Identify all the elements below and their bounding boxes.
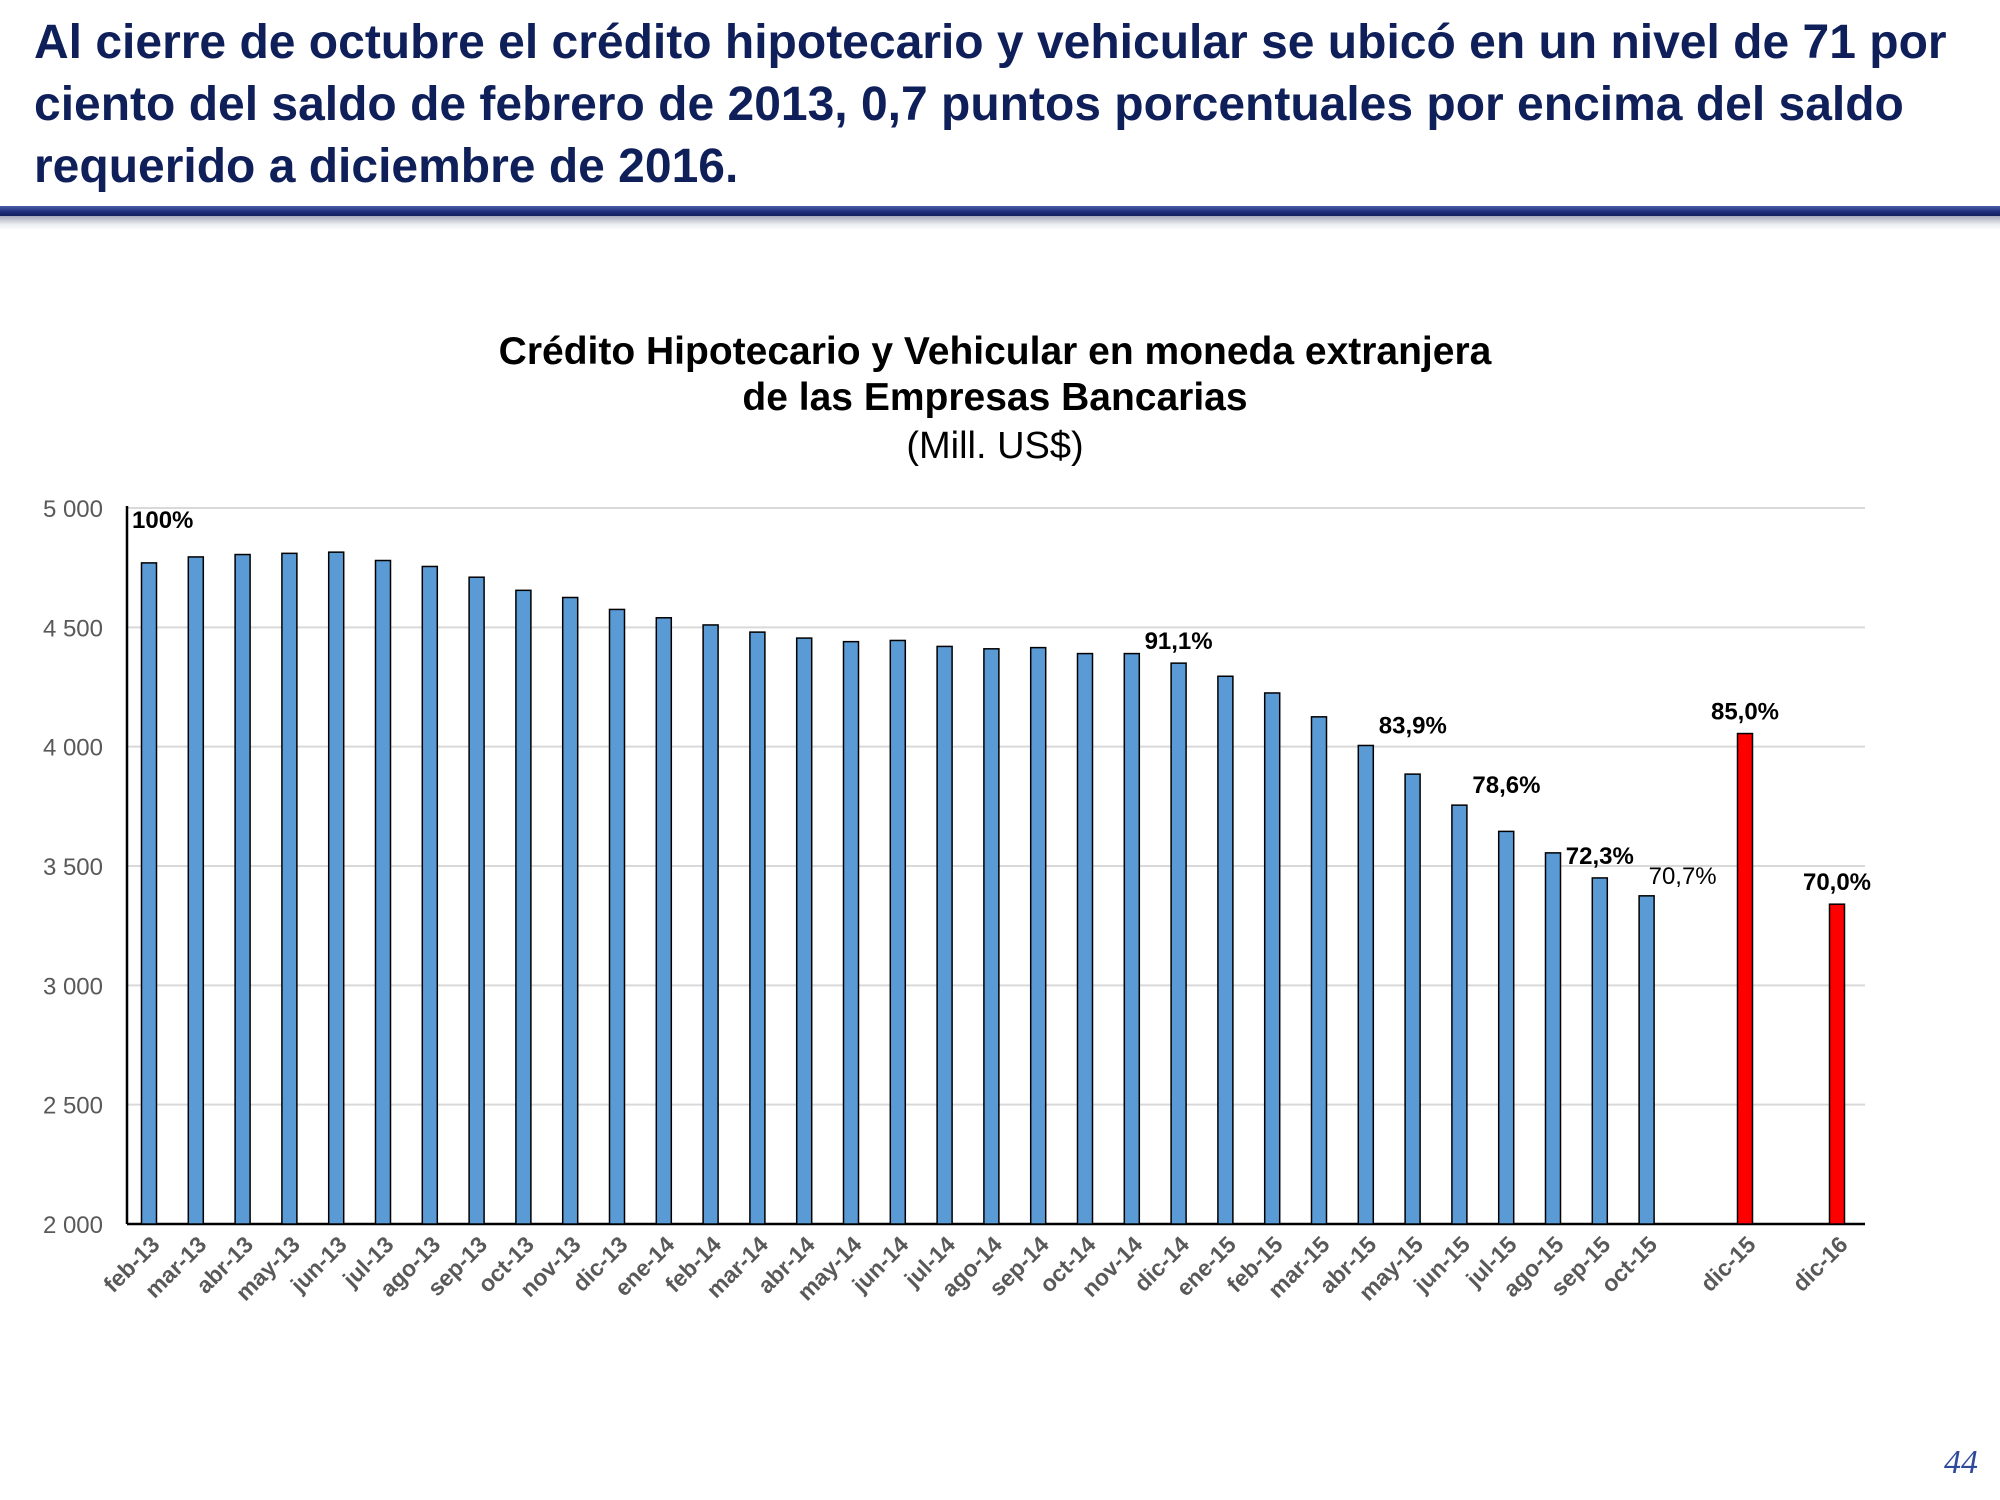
data-bar [702, 624, 719, 1225]
data-label: 78,6% [1472, 772, 1540, 799]
data-bar [234, 553, 251, 1225]
data-bar [1310, 716, 1328, 1225]
y-tick-label: 4 000 [43, 735, 103, 762]
data-bar [1638, 895, 1655, 1225]
y-tick-label: 5 000 [43, 496, 103, 523]
y-tick-label: 2 500 [43, 1093, 103, 1120]
header-divider-shadow [0, 216, 2000, 230]
data-bar [1029, 646, 1047, 1225]
y-tick-label: 3 500 [43, 854, 103, 881]
data-bar [1123, 652, 1141, 1225]
chart-panel: Crédito Hipotecario y Vehicular en moned… [0, 280, 2000, 1340]
data-bar [1404, 773, 1421, 1225]
data-bar [1263, 692, 1281, 1225]
data-bar [140, 562, 158, 1225]
data-bar [1591, 877, 1609, 1225]
data-bar [561, 596, 579, 1225]
data-bar [795, 637, 813, 1225]
data-bar [1544, 852, 1562, 1225]
data-bar [1076, 652, 1094, 1225]
data-label: 91,1% [1145, 628, 1213, 655]
data-bar [842, 640, 860, 1225]
data-bar [1497, 830, 1515, 1225]
data-label: 70,7% [1649, 863, 1717, 890]
header-divider [0, 200, 2000, 234]
header-divider-bar [0, 206, 2000, 216]
data-bar [749, 631, 766, 1225]
data-bar [187, 556, 205, 1225]
data-label: 100% [132, 507, 193, 534]
data-bar [1451, 804, 1468, 1225]
y-tick-label: 2 000 [43, 1212, 103, 1239]
chart-unit-label: (Mill. US$) [906, 425, 1084, 467]
data-bar [421, 565, 439, 1225]
data-label: 83,9% [1379, 712, 1447, 739]
data-bar [983, 648, 1000, 1225]
data-label: 85,0% [1711, 699, 1779, 726]
data-bar [1170, 662, 1187, 1225]
data-bar [515, 589, 532, 1225]
data-bar [936, 645, 953, 1225]
target-bar [1828, 903, 1846, 1225]
slide-headline: Al cierre de octubre el crédito hipoteca… [34, 16, 1947, 193]
data-bar [468, 576, 485, 1225]
data-bar [374, 559, 392, 1225]
data-bar [608, 608, 626, 1225]
chart-title-line2: de las Empresas Bancarias [742, 376, 1248, 419]
x-tick-label: dic-16 [1787, 1231, 1852, 1296]
data-bar [1217, 675, 1234, 1225]
x-tick-label: dic-15 [1695, 1231, 1761, 1297]
data-bar [655, 617, 673, 1225]
data-bar [889, 639, 907, 1225]
chart-title-line1: Crédito Hipotecario y Vehicular en moned… [498, 330, 1492, 373]
data-label: 70,0% [1803, 869, 1871, 896]
y-tick-label: 4 500 [43, 615, 103, 642]
data-bar [1357, 744, 1375, 1225]
y-tick-label: 3 000 [43, 973, 103, 1000]
data-bar [327, 551, 345, 1225]
target-bar [1736, 732, 1754, 1225]
data-bar [281, 552, 298, 1225]
page-number: 44 [1944, 1444, 1978, 1481]
data-label: 72,3% [1566, 843, 1634, 870]
